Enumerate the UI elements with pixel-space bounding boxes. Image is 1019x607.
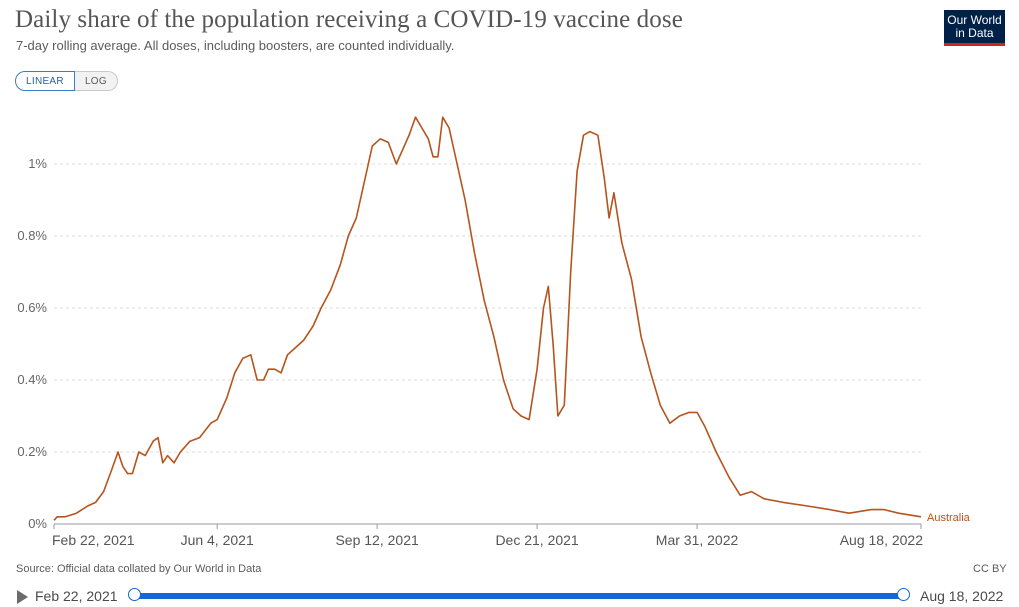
- chart-subtitle: 7-day rolling average. All doses, includ…: [16, 38, 455, 53]
- x-tick-label: Mar 31, 2022: [656, 532, 739, 548]
- y-tick-label: 0.6%: [17, 300, 47, 315]
- x-tick-label: Sep 12, 2021: [335, 532, 419, 548]
- scale-toggle: LINEAR LOG: [15, 71, 118, 91]
- y-tick-label: 1%: [28, 156, 47, 171]
- x-tick-label: Dec 21, 2021: [495, 532, 578, 548]
- x-tick-label: Feb 22, 2021: [52, 532, 135, 548]
- x-tick-label: Jun 4, 2021: [181, 532, 254, 548]
- timeline-start-label: Feb 22, 2021: [35, 588, 118, 604]
- source-note: Source: Official data collated by Our Wo…: [16, 563, 262, 575]
- logo-line-2: in Data: [955, 26, 994, 40]
- x-tick-label: Aug 18, 2022: [840, 532, 924, 548]
- timeline-end-handle[interactable]: [897, 588, 910, 601]
- timeline-end-label: Aug 18, 2022: [920, 588, 1004, 604]
- y-tick-label: 0%: [28, 516, 47, 531]
- y-tick-label: 0.4%: [17, 372, 47, 387]
- series-line-australia: [53, 116, 922, 521]
- linear-scale-button[interactable]: LINEAR: [15, 71, 75, 91]
- chart-title: Daily share of the population receiving …: [15, 6, 683, 33]
- timeline: Feb 22, 2021 Aug 18, 2022: [0, 582, 1019, 607]
- y-tick-label: 0.2%: [17, 444, 47, 459]
- series-label: Australia: [927, 512, 971, 524]
- y-tick-label: 0.8%: [17, 228, 47, 243]
- license-link[interactable]: CC BY: [973, 563, 1007, 575]
- owid-logo[interactable]: Our World in Data: [944, 10, 1005, 46]
- log-scale-button[interactable]: LOG: [74, 71, 118, 91]
- timeline-track[interactable]: [134, 593, 904, 599]
- logo-line-1: Our World: [947, 13, 1002, 27]
- timeline-start-handle[interactable]: [128, 588, 141, 601]
- line-chart: 0% 0.2% 0.4% 0.6% 0.8% 1% Feb 22, 2021 Jun 4, 2…: [17, 116, 971, 548]
- play-icon[interactable]: [17, 590, 28, 604]
